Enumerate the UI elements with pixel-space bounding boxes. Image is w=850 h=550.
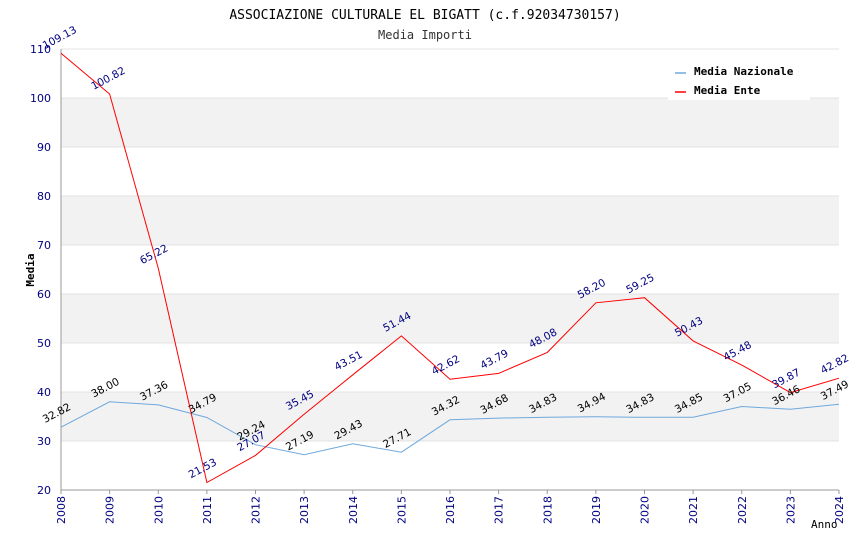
y-tick-label-110: 110 (30, 43, 51, 56)
x-tick-label-2010: 2010 (152, 496, 165, 524)
gridlines (61, 48, 839, 491)
legend-box (668, 58, 810, 100)
x-tick-label-2024: 2024 (833, 496, 846, 524)
band-90-100 (61, 98, 839, 147)
series-line-media-ente (60, 52, 840, 484)
band-40-50 (61, 343, 839, 392)
y-tick-label-90: 90 (37, 141, 51, 154)
plot-background-bands (61, 49, 839, 490)
x-axis-label: Anno (811, 518, 838, 531)
band-80-90 (61, 147, 839, 196)
y-tick-label-80: 80 (37, 190, 51, 203)
band-30-40 (61, 392, 839, 441)
x-tick-label-2019: 2019 (590, 496, 603, 524)
band-50-60 (61, 294, 839, 343)
y-tick-label-60: 60 (37, 288, 51, 301)
y-tick-label-100: 100 (30, 92, 51, 105)
y-tick-label-50: 50 (37, 337, 51, 350)
band-70-80 (61, 196, 839, 245)
x-tick-label-2014: 2014 (347, 496, 360, 524)
y-tick-label-40: 40 (37, 386, 51, 399)
band-20-30 (61, 441, 839, 490)
series-lines (60, 52, 840, 484)
x-tick-label-2011: 2011 (201, 496, 214, 524)
x-tick-label-2012: 2012 (250, 496, 263, 524)
x-tick-label-2021: 2021 (687, 496, 700, 524)
y-tick-label-70: 70 (37, 239, 51, 252)
chart-subtitle: Media Importi (378, 28, 472, 42)
y-tick-label-20: 20 (37, 484, 51, 497)
y-axis-label: Media (24, 253, 37, 286)
x-tick-label-2009: 2009 (104, 496, 117, 524)
x-tick-label-2017: 2017 (493, 496, 506, 524)
x-tick-label-2015: 2015 (395, 496, 408, 524)
y-tick-label-30: 30 (37, 435, 51, 448)
x-tick-label-2022: 2022 (736, 496, 749, 524)
x-tick-label-2016: 2016 (444, 496, 457, 524)
x-tick-label-2018: 2018 (541, 496, 554, 524)
x-tick-labels: 2008 2009 2010 2011 2012 2013 2014 2015 2016 2017… (55, 490, 846, 524)
x-tick-label-2008: 2008 (55, 496, 68, 524)
chart-title: ASSOCIAZIONE CULTURALE EL BIGATT (c.f.92… (229, 8, 620, 23)
x-tick-label-2023: 2023 (784, 496, 797, 524)
x-tick-label-2013: 2013 (298, 496, 311, 524)
legend: Media Nazionale Media Ente (668, 58, 810, 100)
legend-label-media-ente: Media Ente (694, 84, 761, 97)
x-tick-label-2020: 2020 (639, 496, 652, 524)
data-label-media-ente-2008: 109.13 (41, 24, 79, 52)
legend-label-media-nazionale: Media Nazionale (694, 65, 794, 78)
y-tick-labels: 20 30 40 50 60 70 80 90 100 110 (30, 43, 51, 497)
band-60-70 (61, 245, 839, 294)
